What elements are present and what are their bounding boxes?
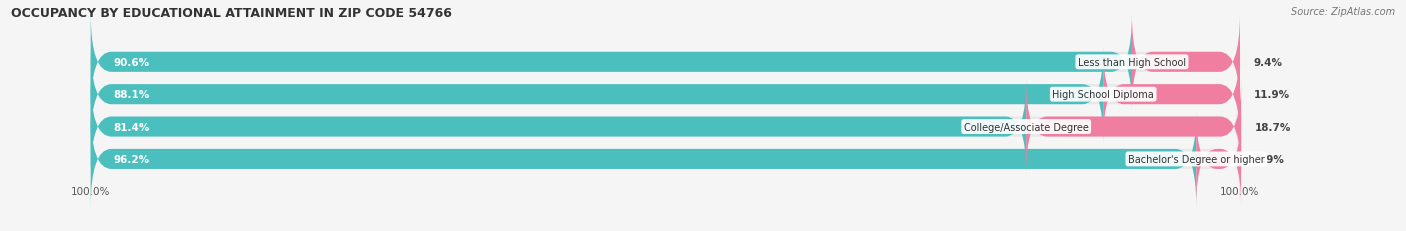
FancyBboxPatch shape: [91, 111, 1240, 207]
FancyBboxPatch shape: [1132, 15, 1240, 111]
Text: High School Diploma: High School Diploma: [1052, 90, 1154, 100]
Text: 81.4%: 81.4%: [114, 122, 150, 132]
FancyBboxPatch shape: [91, 15, 1132, 111]
Text: College/Associate Degree: College/Associate Degree: [963, 122, 1088, 132]
FancyBboxPatch shape: [91, 47, 1104, 143]
Text: 18.7%: 18.7%: [1256, 122, 1291, 132]
FancyBboxPatch shape: [91, 111, 1197, 207]
FancyBboxPatch shape: [91, 47, 1240, 143]
Text: 96.2%: 96.2%: [114, 154, 150, 164]
Text: 90.6%: 90.6%: [114, 58, 150, 67]
Text: OCCUPANCY BY EDUCATIONAL ATTAINMENT IN ZIP CODE 54766: OCCUPANCY BY EDUCATIONAL ATTAINMENT IN Z…: [11, 7, 453, 20]
Text: 88.1%: 88.1%: [114, 90, 150, 100]
FancyBboxPatch shape: [91, 79, 1240, 175]
FancyBboxPatch shape: [1197, 111, 1241, 207]
FancyBboxPatch shape: [91, 79, 1026, 175]
FancyBboxPatch shape: [91, 15, 1240, 111]
FancyBboxPatch shape: [1104, 47, 1240, 143]
Text: Bachelor's Degree or higher: Bachelor's Degree or higher: [1128, 154, 1264, 164]
Text: 9.4%: 9.4%: [1254, 58, 1282, 67]
FancyBboxPatch shape: [1026, 79, 1241, 175]
Text: 11.9%: 11.9%: [1254, 90, 1289, 100]
Text: 3.9%: 3.9%: [1256, 154, 1284, 164]
Text: Less than High School: Less than High School: [1078, 58, 1187, 67]
Text: Source: ZipAtlas.com: Source: ZipAtlas.com: [1291, 7, 1395, 17]
